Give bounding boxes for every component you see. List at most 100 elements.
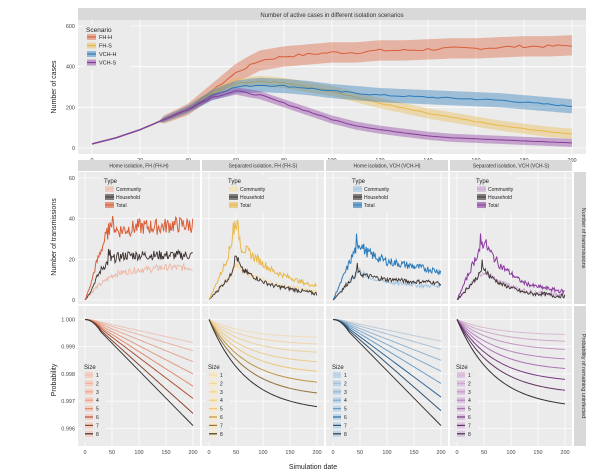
size-legend-title: Size [456, 365, 468, 371]
top-strip-title: Number of active cases in different isol… [260, 13, 403, 19]
middle-ytick-label: 20 [69, 257, 75, 263]
top-ytick-label: 0 [72, 146, 75, 152]
bottom-right-strip-text: Probability of remaining uninfected [580, 334, 586, 418]
bottom-xtick-label: 200 [188, 450, 197, 456]
transmission-line-household [84, 248, 193, 301]
bottom-xtick-label: 100 [382, 450, 391, 456]
top-ytick-label: 600 [66, 24, 75, 30]
type-legend: Type Community Household Total [474, 175, 516, 213]
facet-strip [78, 160, 200, 171]
size-legend-label-7: 7 [96, 423, 99, 429]
type-legend-label-total: Total [364, 203, 375, 209]
probability-line-size-8 [456, 319, 566, 405]
type-legend-label-community: Community [364, 187, 390, 193]
type-legend-title: Type [352, 179, 366, 185]
size-legend-label-8: 8 [344, 432, 347, 438]
transmission-line-household [332, 262, 442, 301]
transmission-line-total [456, 233, 565, 300]
type-legend-title: Type [104, 179, 118, 185]
size-legend-title: Size [84, 365, 96, 371]
size-legend-label-3: 3 [96, 390, 99, 396]
probability-line-size-3 [84, 318, 194, 363]
scenario-legend-title: Scenario [86, 27, 112, 34]
probability-line-size-1 [84, 318, 194, 344]
probability-line-size-1 [456, 318, 566, 335]
probability-line-size-8 [84, 318, 194, 427]
bottom-xtick-label: 150 [533, 450, 542, 456]
probability-line-size-1 [332, 318, 442, 342]
probability-line-size-5 [84, 318, 194, 387]
size-legend-label-1: 1 [344, 373, 347, 379]
facet-vch-h: Home isolation, VCH (VCH-H) Type Community… [326, 160, 448, 456]
probability-line-size-7 [332, 318, 442, 412]
middle-right-strip [574, 172, 586, 304]
transmission-line-total [84, 215, 194, 300]
probability-line-size-2 [84, 318, 194, 352]
probability-line-size-6 [208, 319, 318, 383]
type-legend-label-community: Community [240, 187, 266, 193]
size-legend-label-1: 1 [220, 373, 223, 379]
bottom-ytick-label: 0.999 [61, 345, 75, 351]
probability-line-size-6 [84, 318, 194, 399]
bottom-xtick-label: 200 [312, 450, 321, 456]
type-legend: Type Community Household Total [102, 175, 144, 213]
size-legend-label-6: 6 [344, 415, 347, 421]
middle-ytick-label: 60 [69, 176, 75, 182]
facet-fh-s: Separated isolation, FH (FH-S) Type Commun… [202, 160, 324, 456]
probability-line-size-3 [332, 318, 442, 361]
bottom-xtick-label: 150 [161, 450, 170, 456]
size-legend-label-5: 5 [468, 407, 471, 413]
facet-strip [326, 160, 448, 171]
probability-line-size-8 [332, 318, 442, 427]
scenario-legend: Scenario FH-H FH-S VCH-H VCH-S [84, 24, 130, 70]
type-legend-title: Type [228, 179, 242, 185]
size-legend-label-4: 4 [468, 398, 471, 404]
probability-line-size-3 [456, 319, 566, 350]
facet-vch-s: Separated isolation, VCH (VCH-S) Type Comm… [450, 160, 572, 456]
bottom-ytick-label: 0.998 [61, 372, 75, 378]
size-legend-label-3: 3 [344, 390, 347, 396]
probability-line-size-4 [84, 318, 194, 375]
type-legend: Type Community Household Total [226, 175, 268, 213]
series-band-fh-h [92, 35, 572, 145]
probability-line-size-6 [456, 319, 566, 380]
facet-strip [202, 160, 324, 171]
facet-strip-title: Separated isolation, FH (FH-S) [229, 164, 298, 170]
probability-line-size-4 [208, 319, 318, 363]
bottom-xtick-label: 50 [357, 450, 363, 456]
bottom-xtick-label: 0 [83, 450, 86, 456]
type-legend-title: Type [476, 179, 490, 185]
size-legend-label-5: 5 [220, 407, 223, 413]
transmission-line-total [208, 219, 318, 301]
bottom-xtick-label: 100 [506, 450, 515, 456]
bottom-right-strip [574, 306, 586, 446]
type-legend-label-community: Community [116, 187, 142, 193]
transmission-line-total [332, 233, 442, 300]
bottom-xtick-label: 100 [134, 450, 143, 456]
size-legend-label-3: 3 [468, 390, 471, 396]
size-legend-label-3: 3 [220, 390, 223, 396]
probability-line-size-5 [208, 319, 318, 372]
bottom-xtick-label: 200 [560, 450, 569, 456]
size-legend-label-5: 5 [344, 407, 347, 413]
facet-strip-title: Home isolation, VCH (VCH-H) [354, 164, 421, 170]
type-legend-label-household: Household [240, 195, 264, 201]
size-legend-label-7: 7 [344, 423, 347, 429]
size-legend-label-2: 2 [96, 381, 99, 387]
probability-line-size-2 [332, 318, 442, 350]
size-legend-label-6: 6 [220, 415, 223, 421]
type-legend-label-household: Household [364, 195, 388, 201]
bottom-xtick-label: 50 [481, 450, 487, 456]
type-legend-label-total: Total [116, 203, 127, 209]
series-band-vch-h [92, 77, 572, 145]
probability-line-size-6 [332, 318, 442, 398]
size-legend-label-1: 1 [96, 373, 99, 379]
probability-line-size-8 [208, 319, 318, 408]
transmission-line-community [84, 262, 193, 301]
probability-line-size-4 [332, 318, 442, 372]
size-legend-label-5: 5 [96, 407, 99, 413]
probability-line-size-5 [456, 319, 566, 369]
